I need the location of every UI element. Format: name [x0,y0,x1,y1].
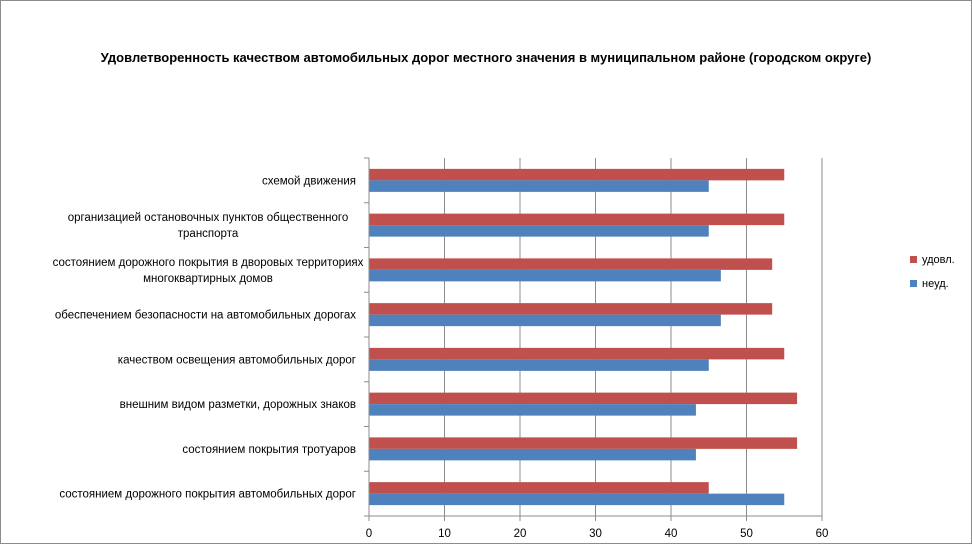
bar-neud [369,225,709,237]
category-label: качеством освещения автомобильных дорог [118,354,356,366]
category-label: организацией остановочных пунктов общест… [68,212,349,240]
category-label: состоянием дорожного покрытия в дворовых… [53,257,364,285]
bar-neud [369,359,709,371]
x-tick-label: 0 [366,528,372,540]
x-tick-label: 30 [589,528,602,540]
bar-udovl [369,392,798,405]
bar-udovl [369,213,785,226]
bar-udovl [369,258,773,270]
category-labels: схемой движения организацией остановочных… [53,175,364,500]
legend-swatch [910,280,917,287]
tick-labels: 0 10 20 30 40 50 60 [366,528,829,540]
legend-swatch [910,256,917,263]
bar-udovl [369,303,773,315]
gridlines [444,158,823,516]
axes [364,157,823,521]
bar-udovl [369,482,709,494]
chart-title: Удовлетворенность качеством автомобильны… [100,50,872,65]
bar-neud [369,448,696,461]
bar-udovl [369,347,785,360]
x-tick-label: 10 [438,528,451,540]
category-label: состоянием дорожного покрытия автомобиль… [59,489,356,501]
category-label: состоянием покрытия тротуаров [182,444,356,456]
x-tick-label: 40 [665,528,678,540]
bars [369,168,798,506]
bar-neud [369,269,721,282]
category-label: схемой движения [262,175,356,187]
legend-label: неуд. [922,278,949,290]
category-label: обеспечением безопасности на автомобильн… [55,310,356,322]
bar-neud [369,314,721,327]
category-label: внешним видом разметки, дорожных знаков [120,399,356,411]
bar-neud [369,493,785,506]
x-tick-label: 50 [740,528,753,540]
bar-udovl [369,168,785,181]
bar-neud [369,180,709,192]
bar-udovl [369,437,798,449]
legend-label: удовл. [922,254,955,266]
bar-neud [369,404,696,416]
legend: удовл. неуд. [910,254,955,290]
x-tick-label: 20 [514,528,527,540]
x-tick-label: 60 [816,528,829,540]
